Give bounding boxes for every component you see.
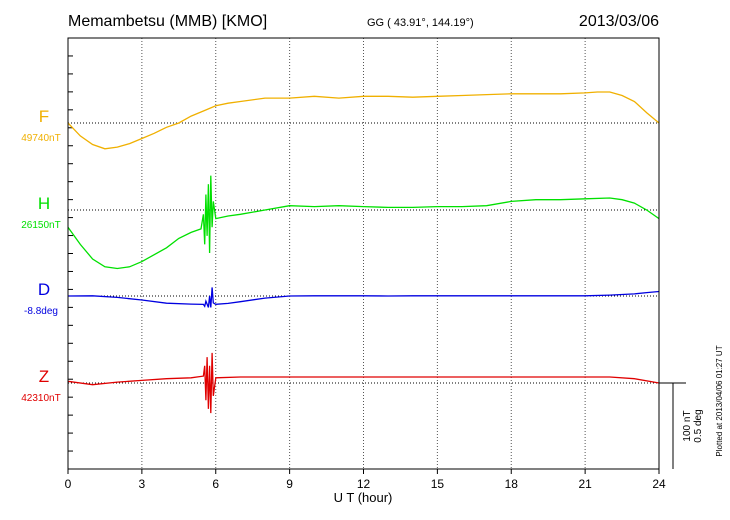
x-tick-label-6: 6 bbox=[212, 477, 219, 491]
series-labels: F 49740nT H 26150nT D -8.8deg Z 42310nT bbox=[21, 107, 60, 404]
series-line-H bbox=[67, 175, 660, 270]
series-line-D bbox=[67, 287, 660, 308]
x-tick-label-18: 18 bbox=[505, 477, 519, 491]
scale-bar: 100 nT 0.5 deg bbox=[659, 382, 704, 469]
data-traces bbox=[67, 91, 660, 414]
x-axis-label: U T (hour) bbox=[334, 490, 393, 505]
date-label: 2013/03/06 bbox=[579, 13, 659, 30]
series-line-F bbox=[67, 91, 660, 150]
series-name-Z: Z bbox=[39, 367, 49, 386]
x-tick-label-21: 21 bbox=[578, 477, 592, 491]
x-tick-label-12: 12 bbox=[357, 477, 371, 491]
coordinates-label: GG ( 43.91°, 144.19°) bbox=[367, 17, 474, 29]
series-baseline-D: -8.8deg bbox=[24, 306, 58, 317]
x-tick-label-15: 15 bbox=[431, 477, 445, 491]
series-baseline-H: 26150nT bbox=[21, 220, 60, 231]
station-title: Memambetsu (MMB) [KMO] bbox=[68, 13, 267, 30]
x-tick-label-9: 9 bbox=[286, 477, 293, 491]
series-name-F: F bbox=[39, 107, 49, 126]
scale-bar-nt-label: 100 nT bbox=[682, 410, 693, 441]
x-tick-label-24: 24 bbox=[652, 477, 666, 491]
series-name-D: D bbox=[38, 280, 50, 299]
scale-bar-deg-label: 0.5 deg bbox=[693, 409, 704, 442]
x-axis: 0 3 6 9 12 15 18 21 24 bbox=[65, 469, 666, 491]
x-tick-label-0: 0 bbox=[65, 477, 72, 491]
plotted-note: Plotted at 2013/04/06 01:27 UT bbox=[715, 345, 724, 456]
x-tick-label-3: 3 bbox=[139, 477, 146, 491]
series-baseline-Z: 42310nT bbox=[21, 393, 60, 404]
series-baseline-F: 49740nT bbox=[21, 133, 60, 144]
series-line-Z bbox=[67, 352, 660, 414]
series-name-H: H bbox=[38, 194, 50, 213]
